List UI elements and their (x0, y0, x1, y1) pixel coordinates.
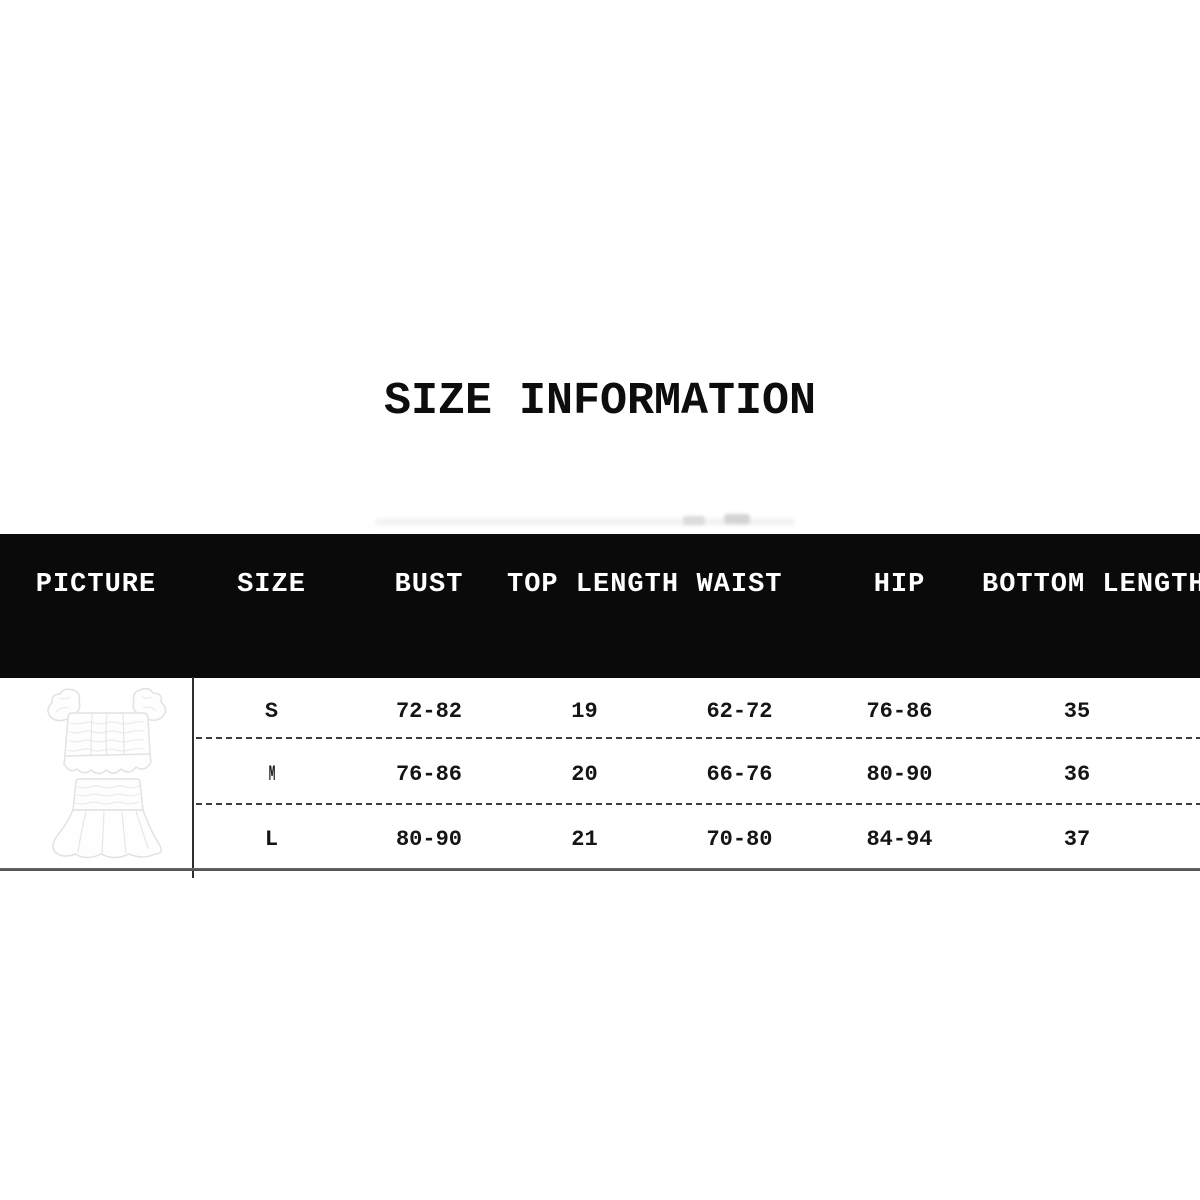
product-photo (47, 687, 167, 859)
hip-value: 84-94 (866, 827, 933, 852)
size-value: L (264, 827, 279, 852)
top-length-value: 19 (571, 699, 598, 724)
header-cell-bust: BUST (394, 570, 464, 600)
bottom-length-value: 37 (1063, 827, 1091, 852)
header-cell-bottom-length: BOTTOM LENGTH (982, 570, 1200, 600)
hip-value: 76-86 (866, 699, 933, 724)
bust-value: 76-86 (395, 762, 462, 787)
bust-value: 72-82 (395, 699, 462, 724)
row-divider-dashed (196, 803, 1200, 805)
top-length-value: 21 (571, 827, 598, 852)
condensed-m-glyph: M (268, 762, 276, 787)
size-value: M (192, 756, 351, 787)
waist-value: 70-80 (706, 827, 773, 852)
faint-smudge (724, 514, 750, 524)
bust-value: 80-90 (395, 827, 462, 852)
crop-top-illustration (47, 687, 167, 775)
table-header: PICTURE SIZE BUST TOP LENGTH WAIST HIP B… (0, 534, 1200, 678)
table-body: S 72-82 19 62-72 76-86 35 M 76-86 20 66-… (0, 678, 1200, 869)
header-cell-waist: WAIST (696, 570, 783, 600)
waist-value: 62-72 (706, 699, 773, 724)
bottom-length-value: 35 (1063, 699, 1091, 724)
header-cell-hip: HIP (873, 570, 926, 600)
table-row: L 80-90 21 70-80 84-94 37 (0, 804, 1200, 869)
row-divider-dashed (196, 737, 1200, 739)
top-length-value: 20 (571, 762, 598, 787)
hip-value: 80-90 (866, 762, 933, 787)
waist-value: 66-76 (706, 762, 773, 787)
header-cell-size: SIZE (237, 570, 306, 600)
size-value: S (264, 699, 279, 724)
skirt-illustration (52, 778, 162, 859)
table-row: M 76-86 20 66-76 80-90 36 (0, 739, 1200, 804)
page-title: SIZE INFORMATION (383, 376, 817, 427)
faint-smudge (683, 516, 705, 525)
picture-column-divider (192, 677, 194, 878)
bottom-length-value: 36 (1063, 762, 1091, 787)
table-row: S 72-82 19 62-72 76-86 35 (0, 678, 1200, 739)
faint-smudge (375, 519, 795, 525)
header-cell-picture: PICTURE (35, 570, 157, 600)
table-bottom-rule (0, 868, 1200, 871)
header-cell-top-length: TOP LENGTH (507, 570, 680, 600)
